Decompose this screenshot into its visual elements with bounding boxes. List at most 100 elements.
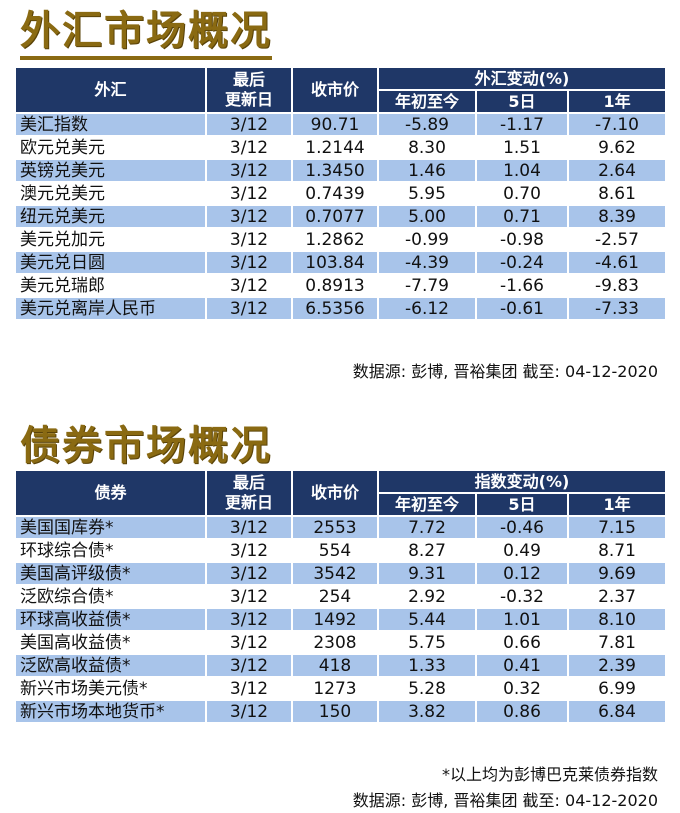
cell-1y: 8.10 [566, 607, 668, 632]
cell-name: 泛欧高收益债* [14, 653, 207, 678]
cell-date: 3/12 [205, 538, 293, 563]
table-row: 美国高评级债* 3/12 3542 9.31 0.12 9.69 [14, 561, 668, 586]
cell-date: 3/12 [205, 250, 293, 275]
fx-header-close: 收市价 [291, 66, 379, 114]
cell-name: 新兴市场美元债* [14, 676, 207, 701]
cell-5d: 0.86 [475, 699, 569, 724]
cell-close: 0.7077 [291, 204, 379, 229]
cell-name: 环球高收益债* [14, 607, 207, 632]
cell-ytd: 1.33 [377, 653, 477, 678]
cell-1y: 8.39 [566, 204, 668, 229]
cell-name: 澳元兑美元 [14, 181, 207, 206]
bonds-title: 债券市场概况 [20, 421, 272, 475]
cell-date: 3/12 [205, 676, 293, 701]
cell-5d: -0.24 [475, 250, 569, 275]
cell-name: 美元兑日圆 [14, 250, 207, 275]
cell-date: 3/12 [205, 653, 293, 678]
cell-ytd: 5.44 [377, 607, 477, 632]
fx-title: 外汇市场概况 [20, 6, 272, 60]
cell-ytd: 5.00 [377, 204, 477, 229]
cell-close: 150 [291, 699, 379, 724]
table-row: 美元兑加元 3/12 1.2862 -0.99 -0.98 -2.57 [14, 227, 668, 252]
table-row: 新兴市场本地货币* 3/12 150 3.82 0.86 6.84 [14, 699, 668, 724]
cell-ytd: -4.39 [377, 250, 477, 275]
cell-date: 3/12 [205, 630, 293, 655]
cell-name: 美元兑瑞郎 [14, 273, 207, 298]
cell-ytd: -6.12 [377, 296, 477, 321]
cell-1y: 9.62 [566, 135, 668, 160]
cell-5d: -1.17 [475, 112, 569, 137]
cell-5d: 0.66 [475, 630, 569, 655]
cell-ytd: 8.27 [377, 538, 477, 563]
cell-close: 254 [291, 584, 379, 609]
cell-close: 1.2144 [291, 135, 379, 160]
cell-5d: -0.98 [475, 227, 569, 252]
fx-header-1y: 1年 [566, 89, 668, 114]
cell-1y: 2.37 [566, 584, 668, 609]
cell-ytd: 5.28 [377, 676, 477, 701]
cell-1y: 6.99 [566, 676, 668, 701]
bonds-header-last-update-line2: 更新日 [224, 493, 273, 512]
cell-5d: 0.12 [475, 561, 569, 586]
cell-date: 3/12 [205, 296, 293, 321]
cell-name: 英镑兑美元 [14, 158, 207, 183]
cell-date: 3/12 [205, 515, 293, 540]
table-row: 环球综合债* 3/12 554 8.27 0.49 8.71 [14, 538, 668, 563]
cell-date: 3/12 [205, 699, 293, 724]
table-row: 英镑兑美元 3/12 1.3450 1.46 1.04 2.64 [14, 158, 668, 183]
cell-5d: -0.61 [475, 296, 569, 321]
cell-5d: 0.70 [475, 181, 569, 206]
cell-name: 泛欧综合债* [14, 584, 207, 609]
cell-ytd: 5.95 [377, 181, 477, 206]
cell-close: 3542 [291, 561, 379, 586]
cell-ytd: 1.46 [377, 158, 477, 183]
cell-ytd: 7.72 [377, 515, 477, 540]
bonds-table-body: 美国国库券* 3/12 2553 7.72 -0.46 7.15 环球综合债* 3/12 554… [14, 515, 668, 724]
cell-name: 美汇指数 [14, 112, 207, 137]
cell-5d: 0.32 [475, 676, 569, 701]
cell-ytd: 9.31 [377, 561, 477, 586]
cell-name: 新兴市场本地货币* [14, 699, 207, 724]
cell-date: 3/12 [205, 227, 293, 252]
cell-name: 环球综合债* [14, 538, 207, 563]
cell-name: 纽元兑美元 [14, 204, 207, 229]
table-row: 美国高收益债* 3/12 2308 5.75 0.66 7.81 [14, 630, 668, 655]
fx-source: 数据源: 彭博, 晋裕集团 截至: 04-12-2020 [352, 362, 658, 381]
cell-ytd: -7.79 [377, 273, 477, 298]
bonds-header-last-update-line1: 最后 [232, 473, 265, 492]
cell-1y: 7.15 [566, 515, 668, 540]
cell-date: 3/12 [205, 112, 293, 137]
cell-1y: -9.83 [566, 273, 668, 298]
cell-ytd: 3.82 [377, 699, 477, 724]
fx-header-last-update-line2: 更新日 [224, 90, 273, 109]
table-row: 泛欧综合债* 3/12 254 2.92 -0.32 2.37 [14, 584, 668, 609]
cell-close: 0.8913 [291, 273, 379, 298]
fx-header-last-update: 最后 更新日 [205, 66, 293, 114]
bonds-source: 数据源: 彭博, 晋裕集团 截至: 04-12-2020 [352, 791, 658, 810]
cell-ytd: -0.99 [377, 227, 477, 252]
cell-name: 美元兑加元 [14, 227, 207, 252]
fx-table: 外汇 最后 更新日 收市价 外汇变动(%) 年初至今 5日 1年 美汇指数 3/1… [14, 66, 668, 321]
bonds-table: 债券 最后 更新日 收市价 指数变动(%) 年初至今 5日 1年 美国国库券* 3… [14, 469, 668, 724]
cell-1y: 9.69 [566, 561, 668, 586]
bonds-header-change-group: 指数变动(%) [376, 469, 668, 494]
cell-1y: -4.61 [566, 250, 668, 275]
table-row: 美元兑离岸人民币 3/12 6.5356 -6.12 -0.61 -7.33 [14, 296, 668, 321]
bonds-header-close: 收市价 [291, 469, 379, 517]
bonds-header-1y: 1年 [566, 492, 668, 517]
cell-5d: -1.66 [475, 273, 569, 298]
cell-date: 3/12 [205, 273, 293, 298]
cell-date: 3/12 [205, 607, 293, 632]
table-row: 泛欧高收益债* 3/12 418 1.33 0.41 2.39 [14, 653, 668, 678]
cell-5d: 0.71 [475, 204, 569, 229]
cell-close: 2308 [291, 630, 379, 655]
cell-name: 美国国库券* [14, 515, 207, 540]
cell-name: 美元兑离岸人民币 [14, 296, 207, 321]
bonds-header-ytd: 年初至今 [377, 492, 477, 517]
table-row: 新兴市场美元债* 3/12 1273 5.28 0.32 6.99 [14, 676, 668, 701]
cell-5d: 1.01 [475, 607, 569, 632]
bonds-header-5d: 5日 [475, 492, 569, 517]
cell-close: 1.2862 [291, 227, 379, 252]
cell-1y: 8.61 [566, 181, 668, 206]
cell-5d: 1.04 [475, 158, 569, 183]
